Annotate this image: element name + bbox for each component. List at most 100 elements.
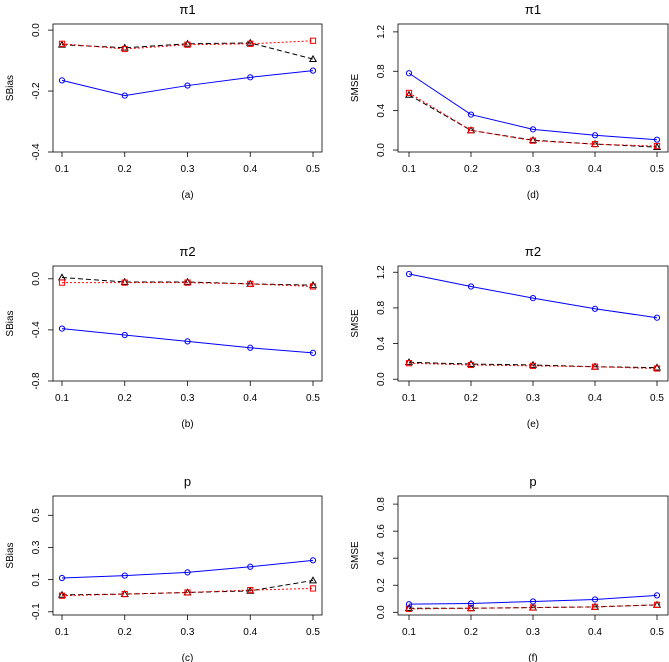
- data-point-circle: [405, 270, 413, 278]
- series-blue-circle: [405, 592, 661, 608]
- data-point-circle: [184, 82, 191, 89]
- y-tick-label: 0.8: [376, 301, 387, 315]
- panel-a: π1 SBias 0.0 -0.2 -0.4 0.1 0.2 0.3 0.4 0.5 (a): [5, 2, 323, 201]
- y-tick-label: 0.4: [376, 551, 387, 565]
- data-point-circle: [405, 601, 413, 608]
- panel-caption: (a): [181, 190, 193, 201]
- series-black-triangle: [57, 38, 318, 62]
- series-line: [408, 92, 658, 147]
- x-tick-label: 0.3: [181, 627, 195, 638]
- data-point-circle: [309, 557, 317, 564]
- y-tick-label: 0.8: [376, 64, 387, 78]
- x-tick-label: 0.4: [243, 393, 257, 404]
- data-point-square: [529, 137, 537, 144]
- series-blue-circle: [58, 557, 317, 582]
- data-point-triangle: [404, 90, 414, 98]
- panel-f: p SMSE 0.0 0.2 0.4 0.6 0.8 0.1 0.2 0.3 0.4 0.5 (f): [350, 474, 669, 662]
- y-axis-label: SMSE: [350, 74, 361, 103]
- data-point-square: [58, 40, 66, 47]
- data-point-triangle: [308, 54, 318, 62]
- series-red-square: [58, 37, 317, 53]
- y-axis-label: SBias: [5, 310, 16, 336]
- x-tick-label: 0.2: [464, 627, 478, 638]
- panel-caption: (b): [181, 419, 193, 430]
- x-tick-label: 0.1: [55, 393, 69, 404]
- y-tick-label: 0.0: [376, 372, 387, 386]
- x-tick-label: 0.3: [526, 393, 540, 404]
- y-tick-label: -0.8: [31, 372, 42, 390]
- data-point-triangle: [183, 39, 192, 47]
- plot-frame: [52, 265, 323, 382]
- data-point-circle: [653, 592, 661, 599]
- data-point-circle: [653, 136, 661, 143]
- data-point-square: [184, 279, 191, 286]
- data-point-triangle: [652, 363, 662, 371]
- x-tick-label: 0.5: [650, 393, 664, 404]
- data-point-circle: [405, 70, 413, 77]
- data-point-triangle: [652, 142, 662, 150]
- data-point-triangle: [183, 277, 192, 285]
- data-point-square: [467, 127, 475, 134]
- x-tick-label: 0.5: [650, 164, 664, 175]
- series-red-square: [405, 89, 661, 150]
- plot-frame: [397, 23, 669, 153]
- data-point-square: [121, 279, 128, 286]
- data-point-circle: [591, 305, 599, 312]
- y-tick-label: 0.0: [376, 605, 387, 619]
- y-tick-label: -0.2: [31, 82, 42, 100]
- data-point-square: [58, 592, 66, 599]
- series-line: [61, 328, 314, 354]
- data-point-square: [58, 279, 66, 286]
- series-line: [408, 594, 658, 605]
- data-point-square: [653, 365, 661, 372]
- x-tick-label: 0.2: [118, 393, 132, 404]
- data-point-triangle: [246, 38, 255, 46]
- series-blue-circle: [58, 325, 317, 356]
- data-point-square: [184, 41, 191, 48]
- y-tick-label: 0.5: [31, 508, 42, 522]
- series-black-triangle: [404, 358, 662, 371]
- chart-title: π1: [179, 2, 195, 17]
- data-point-square: [653, 142, 661, 150]
- data-point-triangle: [308, 280, 318, 289]
- data-point-circle: [121, 331, 128, 339]
- data-point-circle: [184, 338, 191, 345]
- panel-caption: (d): [527, 190, 539, 201]
- data-point-square: [591, 603, 599, 610]
- data-point-circle: [58, 77, 66, 84]
- data-point-circle: [653, 314, 661, 321]
- x-tick-label: 0.5: [650, 627, 664, 638]
- series-red-square: [58, 585, 317, 599]
- data-point-square: [591, 363, 599, 370]
- series-line: [408, 362, 658, 370]
- y-axis-label: SMSE: [350, 309, 361, 338]
- data-point-square: [247, 586, 254, 594]
- x-tick-label: 0.4: [588, 164, 602, 175]
- series-red-square: [405, 360, 661, 372]
- data-point-circle: [58, 574, 66, 582]
- data-point-triangle: [308, 576, 318, 584]
- data-point-square: [529, 362, 537, 369]
- x-tick-label: 0.2: [118, 164, 132, 175]
- y-axis-label: SBias: [5, 542, 16, 568]
- chart-title: π2: [525, 244, 541, 259]
- data-point-square: [184, 589, 191, 596]
- x-tick-label: 0.3: [526, 164, 540, 175]
- series-line: [408, 604, 658, 610]
- data-point-square: [121, 45, 128, 53]
- panel-e: π2 SMSE 0.0 0.4 0.8 1.2 0.1 0.2 0.3 0.4 0.5 (e): [350, 244, 669, 430]
- series-blue-circle: [405, 70, 661, 143]
- panel-d: π1 SMSE 0.0 0.4 0.8 1.2 0.1 0.2 0.3 0.4 0.5 (d): [350, 2, 669, 201]
- data-point-square: [247, 280, 254, 287]
- panel-b: π2 SBias 0.0 -0.4 -0.8 0.1 0.2 0.3 0.4 0.5 (b): [5, 244, 323, 430]
- data-point-triangle: [466, 359, 476, 367]
- data-point-square: [121, 590, 128, 598]
- y-tick-label: 0.0: [376, 143, 387, 157]
- series-line: [61, 559, 314, 579]
- chart-title: π2: [179, 244, 195, 259]
- series-black-triangle: [57, 576, 318, 598]
- data-point-circle: [121, 92, 128, 99]
- plot-frame: [52, 495, 323, 616]
- data-point-triangle: [120, 43, 129, 51]
